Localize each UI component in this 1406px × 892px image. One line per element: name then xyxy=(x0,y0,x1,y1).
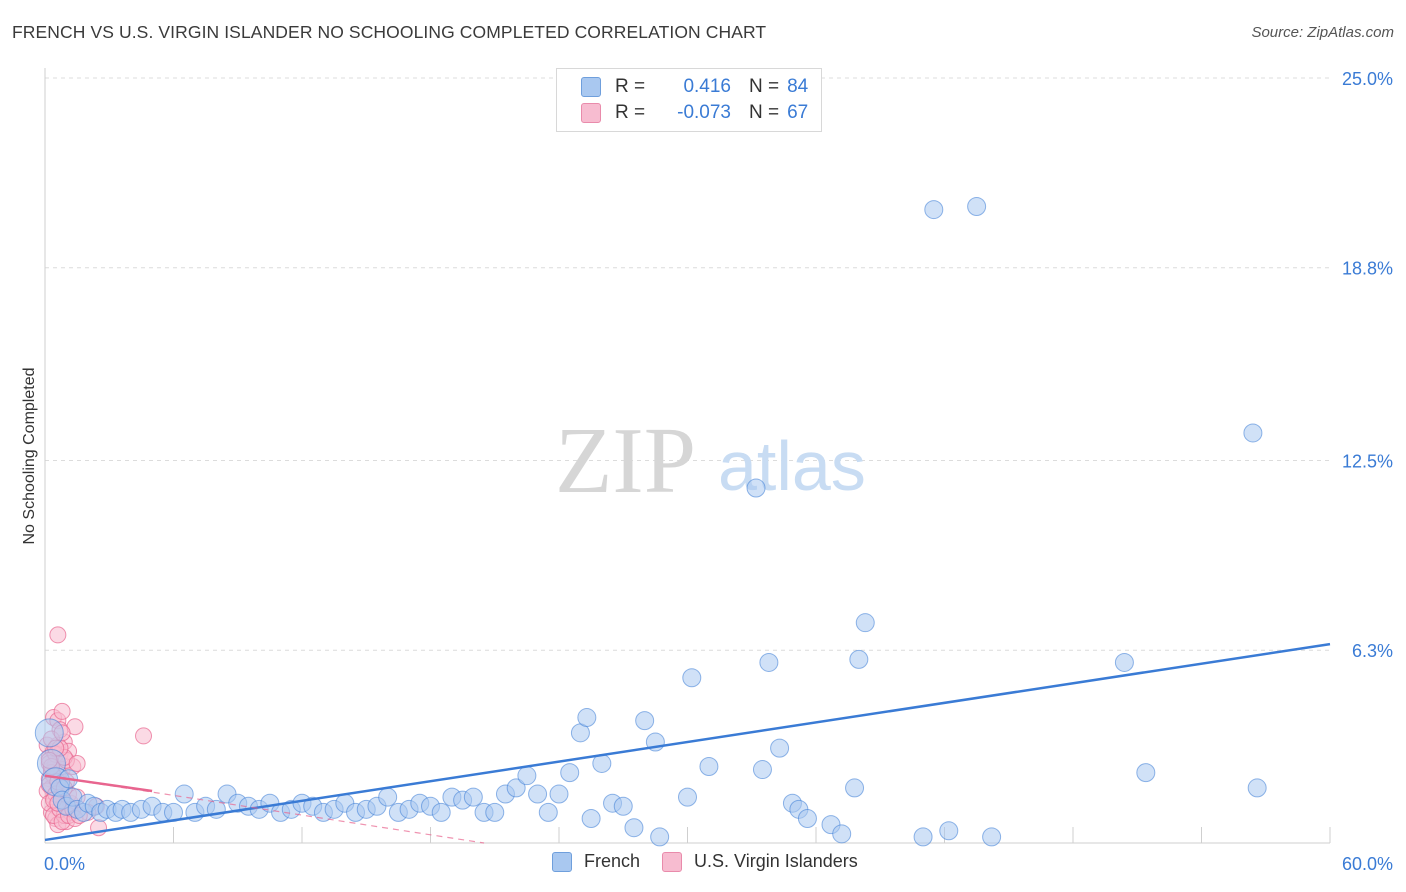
french-point xyxy=(577,708,597,728)
r-value-vi: -0.073 xyxy=(677,102,731,123)
vi-swatch-icon xyxy=(581,103,601,123)
vi-point xyxy=(49,626,67,644)
french-point xyxy=(650,827,670,847)
french-point xyxy=(678,787,697,807)
french-point xyxy=(797,809,817,829)
french-point xyxy=(528,784,548,804)
legend-row-vi: R = -0.073 N = 67 xyxy=(581,100,808,126)
french-point xyxy=(1243,423,1263,443)
french-point xyxy=(431,802,451,822)
r-label: R = xyxy=(615,102,646,123)
vi-point xyxy=(68,754,86,772)
french-point xyxy=(549,784,569,804)
tick-labels: 6.3% 12.5% 18.8% 25.0% 0.0% 60.0% xyxy=(44,69,1393,874)
french-point xyxy=(506,778,526,798)
legend-label-french: French xyxy=(584,851,641,871)
french-point xyxy=(581,809,601,829)
french-point xyxy=(485,802,505,822)
french-point xyxy=(378,787,398,807)
series-legend: French U.S. Virgin Islanders xyxy=(552,851,880,872)
french-point xyxy=(1114,652,1134,672)
french-point xyxy=(463,787,483,807)
french-point xyxy=(982,827,1002,847)
watermark-atlas: atlas xyxy=(718,427,866,505)
french-point xyxy=(924,200,944,220)
french-point xyxy=(560,763,580,783)
french-point xyxy=(1136,763,1156,783)
vi-trend-extension xyxy=(44,775,485,844)
watermark-zip: ZIP xyxy=(555,409,696,513)
trend-lines xyxy=(44,642,1331,844)
french-points xyxy=(34,197,1267,847)
french-point xyxy=(967,197,987,217)
vi-swatch-icon xyxy=(662,851,683,872)
vi-trend-line xyxy=(44,774,153,793)
n-value-vi: 67 xyxy=(787,102,809,123)
french-trend-line xyxy=(44,642,1331,842)
french-swatch-icon xyxy=(581,77,601,97)
y-tick-label: 25.0% xyxy=(1342,69,1393,89)
legend-item-french[interactable]: French xyxy=(552,851,640,872)
french-point xyxy=(624,818,644,838)
french-point xyxy=(34,718,64,748)
french-point xyxy=(855,613,875,633)
french-point xyxy=(759,652,779,672)
french-point xyxy=(699,757,719,776)
source-label: Source: ZipAtlas.com xyxy=(1251,24,1394,41)
x-tick-label: 0.0% xyxy=(44,854,85,874)
correlation-legend: R = 0.416 N = 84 R = -0.073 N = 67 xyxy=(556,68,822,132)
n-label: N = xyxy=(749,76,780,97)
french-point xyxy=(174,784,194,804)
french-point xyxy=(1247,778,1267,798)
n-value-french: 84 xyxy=(787,76,809,97)
legend-item-vi[interactable]: U.S. Virgin Islanders xyxy=(662,851,858,872)
vi-point xyxy=(53,702,71,720)
n-label: N = xyxy=(749,102,780,123)
legend-label-vi: U.S. Virgin Islanders xyxy=(694,851,858,871)
y-tick-label: 6.3% xyxy=(1352,641,1393,661)
french-point xyxy=(517,766,537,786)
french-point xyxy=(635,711,655,731)
y-tick-label: 12.5% xyxy=(1342,452,1393,472)
chart-title: FRENCH VS U.S. VIRGIN ISLANDER NO SCHOOL… xyxy=(12,22,767,42)
french-point xyxy=(752,760,772,780)
french-swatch-icon xyxy=(552,851,572,872)
french-point xyxy=(770,738,790,758)
french-point xyxy=(939,821,959,841)
french-point xyxy=(832,824,852,844)
french-point xyxy=(682,668,702,688)
legend-row-french: R = 0.416 N = 84 xyxy=(581,74,808,100)
french-point xyxy=(913,827,933,847)
french-point xyxy=(849,649,869,669)
french-point xyxy=(613,796,633,816)
x-tick-label: 60.0% xyxy=(1342,854,1393,874)
french-point xyxy=(746,478,766,498)
r-value-french: 0.416 xyxy=(683,76,731,97)
y-tick-label: 18.8% xyxy=(1342,259,1393,279)
french-point xyxy=(538,802,558,822)
r-label: R = xyxy=(615,76,646,97)
vi-point xyxy=(135,727,153,745)
french-point xyxy=(845,778,865,798)
grid-lines xyxy=(45,77,1330,651)
